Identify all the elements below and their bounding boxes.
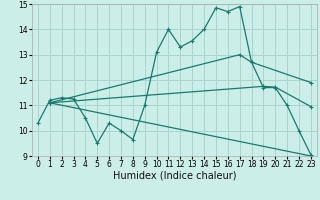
X-axis label: Humidex (Indice chaleur): Humidex (Indice chaleur)	[113, 171, 236, 181]
